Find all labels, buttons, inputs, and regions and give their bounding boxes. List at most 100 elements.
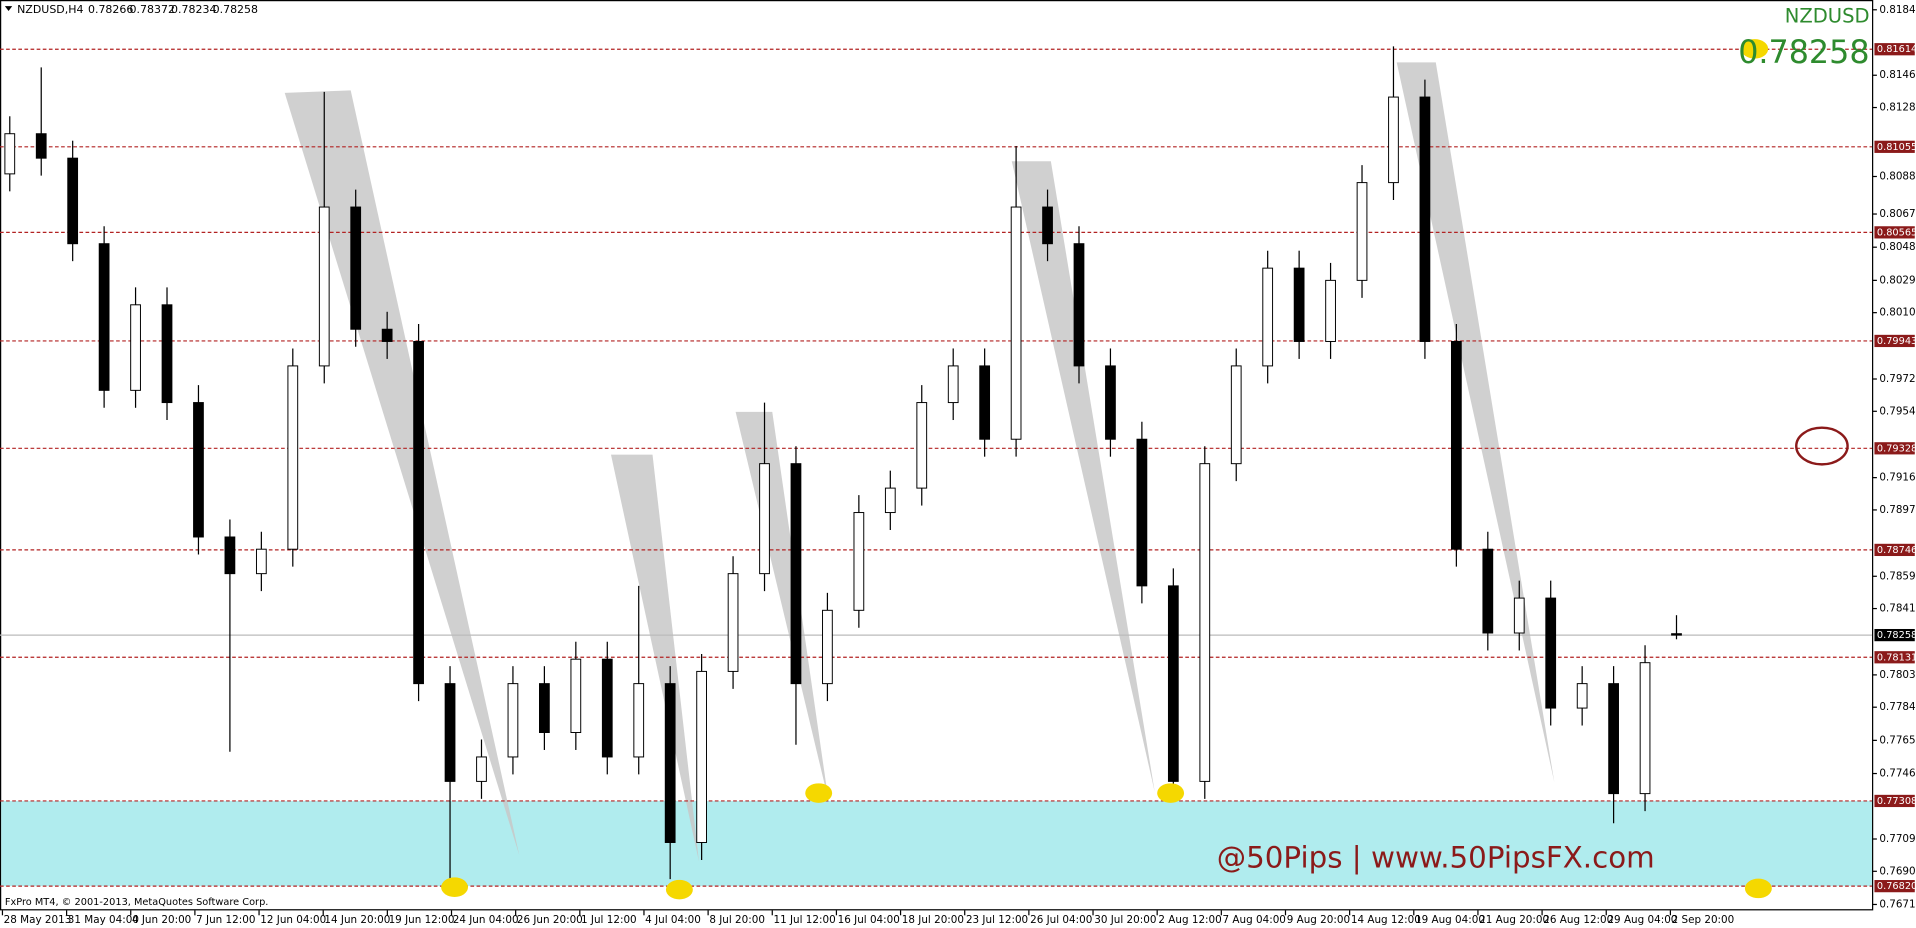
candle-body [1482,548,1494,634]
marker [1741,39,1769,59]
x-tick-label: 2 Aug 12:00 [1158,914,1221,926]
level-label: 0.81055 [1877,142,1916,153]
header-open: 0.78266 [88,3,133,16]
y-tick-label: 0.77465 [1879,768,1916,780]
level-box [1874,543,1915,557]
candle-body [979,365,991,440]
y-tick-label: 0.76905 [1879,865,1916,877]
x-tick-label: 28 May 2013 [4,914,72,926]
candle-body [287,365,299,550]
highlight-circle [1795,426,1849,466]
candle-body [727,573,739,672]
candle-body [1419,96,1431,342]
level-label: 0.77308 [1877,796,1916,807]
marker [665,879,693,900]
x-tick-label: 14 Aug 12:00 [1351,914,1421,926]
x-tick-label: 7 Jun 12:00 [196,914,255,926]
y-tick-label: 0.77655 [1879,734,1916,746]
wedge [1396,62,1555,783]
candle-body [350,206,362,330]
candle-body [1262,267,1274,367]
current-price-label: 0.78258 [1877,630,1916,641]
candle-body [476,756,487,782]
x-tick-label: 18 Jul 20:00 [902,914,964,926]
zone-layer [1,800,1873,887]
y-tick-label: 0.77845 [1879,701,1916,713]
candle-body [193,402,204,538]
level-box [1874,794,1915,808]
wedge [1011,161,1155,792]
x-tick-label: 8 Jul 20:00 [709,914,765,926]
x-tick-label: 16 Jul 04:00 [838,914,900,926]
x-tick-label: 26 Aug 12:00 [1543,914,1613,926]
level-label: 0.81614 [1877,44,1916,55]
candle-body [1513,597,1525,634]
candle-body [853,512,865,611]
level-label: 0.79328 [1877,443,1916,454]
watermark: @50Pips | www.50PipsFX.com [1217,841,1655,876]
y-tick-label: 0.78595 [1879,570,1916,582]
candle-body [1450,340,1462,550]
x-tick-label: 2 Sep 20:00 [1672,914,1735,926]
candle-body [1356,182,1368,281]
candle-body [759,463,770,575]
level-box [1874,334,1915,348]
plot-frame [0,0,1874,911]
y-tick-label: 0.80885 [1879,170,1916,182]
level-box [1874,140,1915,153]
x-tick-label: 4 Jun 20:00 [132,914,191,926]
header-low: 0.78234 [171,3,216,16]
candle-body [1388,96,1399,184]
candle-body [1545,597,1557,709]
candle-body [413,340,424,685]
y-tick-label: 0.80105 [1879,307,1916,319]
x-tick-label: 29 Aug 04:00 [1607,914,1677,926]
candle-body [1105,365,1116,440]
candle-body [130,304,141,391]
header-symbol: NZDUSD,H4 [17,3,83,16]
x-tick-label: 24 Jun 04:00 [453,914,519,926]
x-tick-label: 9 Aug 20:00 [1287,914,1350,926]
y-tick-label: 0.78975 [1879,504,1916,516]
marker [1157,783,1185,803]
level-label: 0.76820 [1877,881,1916,892]
x-tick-label: 19 Jun 12:00 [389,914,455,926]
markers [441,39,1772,900]
candle-body [1608,683,1619,795]
candle-body [601,658,613,758]
level-box [1874,226,1915,239]
candle-body [790,463,802,685]
candle-body [1167,585,1179,782]
candle-body [539,683,550,734]
candle-body [1639,662,1651,795]
header-high: 0.78372 [130,3,175,16]
candle-body [664,683,676,843]
level-box [1874,43,1915,56]
symbol-label: NZDUSD [1785,5,1870,28]
candle-layer [4,46,1682,880]
level-label: 0.78746 [1877,545,1916,556]
current-price-box [1874,628,1915,642]
level-label: 0.79943 [1877,336,1916,347]
candle-body [318,206,330,367]
candle-body [4,133,16,175]
candle-body [1073,243,1085,367]
header-arrow [4,6,13,11]
x-tick-label: 4 Jul 04:00 [645,914,701,926]
x-tick-label: 21 Aug 20:00 [1479,914,1549,926]
candle-body [916,402,928,489]
candle-body [1671,633,1682,636]
marker [1744,878,1772,899]
x-tick-label: 23 Jul 12:00 [966,914,1028,926]
candle-body [1010,206,1022,440]
current-price: 0.78258 [1738,35,1869,71]
x-tick-label: 12 Jun 04:00 [260,914,326,926]
candle-body [255,548,267,575]
